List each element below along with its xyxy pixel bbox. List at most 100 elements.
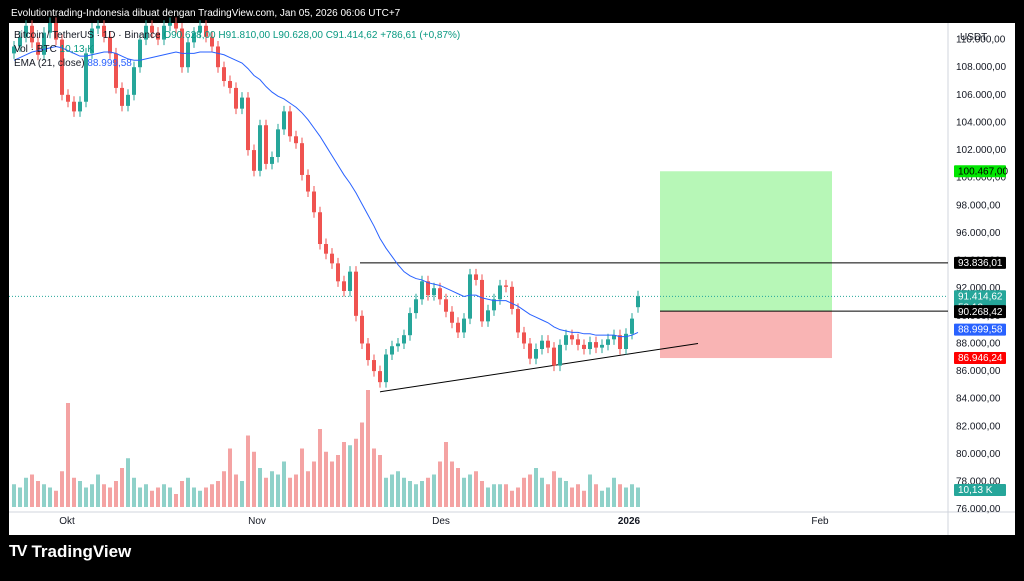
y-tick-label: 102.000,00: [956, 145, 1006, 156]
volume-bar: [636, 487, 640, 507]
candle-body: [138, 39, 142, 68]
candle-body: [618, 335, 622, 349]
volume-bar: [450, 461, 454, 507]
volume-bar: [144, 484, 148, 507]
candle-body: [552, 347, 556, 366]
candle-body: [366, 343, 370, 361]
volume-value: 10,13 K: [59, 44, 95, 55]
candle-body: [300, 143, 304, 175]
ohlc-values: O90.628,00 H91.810,00 L90.628,00 C91.414…: [163, 30, 461, 41]
candle-body: [498, 285, 502, 300]
volume-bar: [540, 477, 544, 507]
price-tag-bg: [954, 323, 1006, 336]
candle-body: [534, 349, 538, 359]
y-tick-label: 88.000,00: [956, 338, 1001, 349]
candle-body: [546, 340, 550, 348]
candle-body: [126, 94, 130, 106]
candle-body: [114, 53, 118, 88]
candle-body: [522, 332, 526, 344]
volume-bar: [24, 477, 28, 507]
x-tick-label: 2026: [618, 516, 641, 527]
volume-bar: [264, 477, 268, 507]
volume-bar: [528, 474, 532, 507]
candle-body: [216, 46, 220, 68]
volume-bar: [432, 474, 436, 507]
candle-body: [468, 274, 472, 319]
volume-bar: [534, 468, 538, 507]
volume-bar: [414, 484, 418, 507]
candle-body: [450, 311, 454, 323]
candle-body: [204, 25, 208, 37]
candle-body: [96, 25, 100, 29]
candle-body: [294, 136, 298, 144]
candle-body: [492, 299, 496, 311]
volume-bar: [72, 477, 76, 507]
volume-bar: [594, 484, 598, 507]
candle-body: [222, 67, 226, 82]
volume-bar: [402, 477, 406, 507]
candle-body: [378, 371, 382, 383]
volume-bar: [570, 487, 574, 507]
volume-bar: [60, 471, 64, 507]
candle-body: [342, 281, 346, 291]
volume-bar: [426, 477, 430, 507]
volume-bar: [36, 481, 40, 507]
y-tick-label: 108.000,00: [956, 62, 1006, 73]
chart-title: Evolutiontrading-Indonesia dibuat dengan…: [9, 5, 1015, 23]
candle-body: [318, 212, 322, 245]
candle-body: [420, 281, 424, 300]
candle-body: [90, 28, 94, 54]
volume-bar: [444, 442, 448, 507]
candle-body: [36, 42, 40, 55]
volume-label[interactable]: Vol · BTC: [14, 44, 57, 55]
candle-body: [48, 23, 52, 33]
candle-body: [480, 279, 484, 322]
volume-bar: [480, 481, 484, 507]
volume-bar: [618, 484, 622, 507]
candle-body: [258, 125, 262, 171]
currency-label: USDT: [960, 32, 987, 43]
volume-bar: [150, 490, 154, 507]
volume-bar: [552, 471, 556, 507]
volume-bar: [174, 494, 178, 507]
volume-bar: [276, 474, 280, 507]
candle-body: [168, 23, 172, 26]
candle-body: [486, 310, 490, 322]
ema-label[interactable]: EMA (21, close): [14, 58, 85, 69]
candle-body: [384, 354, 388, 383]
volume-bar: [300, 448, 304, 507]
tradingview-footer[interactable]: TV TradingView: [9, 540, 131, 564]
candle-body: [264, 125, 268, 164]
candle-body: [564, 335, 568, 345]
volume-bar: [126, 458, 130, 507]
volume-bar: [312, 461, 316, 507]
candle-body: [330, 253, 334, 264]
volume-bar: [606, 487, 610, 507]
volume-bar: [504, 484, 508, 507]
volume-bar: [306, 471, 310, 507]
volume-bar: [246, 435, 250, 507]
candle-body: [600, 344, 604, 348]
candle-body: [516, 308, 520, 333]
volume-bar: [348, 445, 352, 507]
price-tag-label: 88.999,58: [958, 325, 1003, 336]
volume-bar: [558, 477, 562, 507]
candle-body: [108, 36, 112, 54]
volume-bar: [48, 487, 52, 507]
candle-body: [510, 286, 514, 309]
candle-body: [72, 101, 76, 112]
candle-body: [402, 335, 406, 344]
volume-bar: [102, 484, 106, 507]
candle-body: [234, 87, 238, 109]
candle-body: [456, 322, 460, 333]
volume-bar: [258, 468, 262, 507]
volume-bar: [186, 477, 190, 507]
candle-body: [528, 343, 532, 359]
symbol-label[interactable]: Bitcoin / TetherUS · 1D · Binance: [14, 30, 161, 41]
candle-body: [504, 285, 508, 287]
volume-bar: [252, 451, 256, 507]
candle-body: [306, 174, 310, 192]
volume-bar: [498, 484, 502, 507]
volume-bar: [120, 468, 124, 507]
